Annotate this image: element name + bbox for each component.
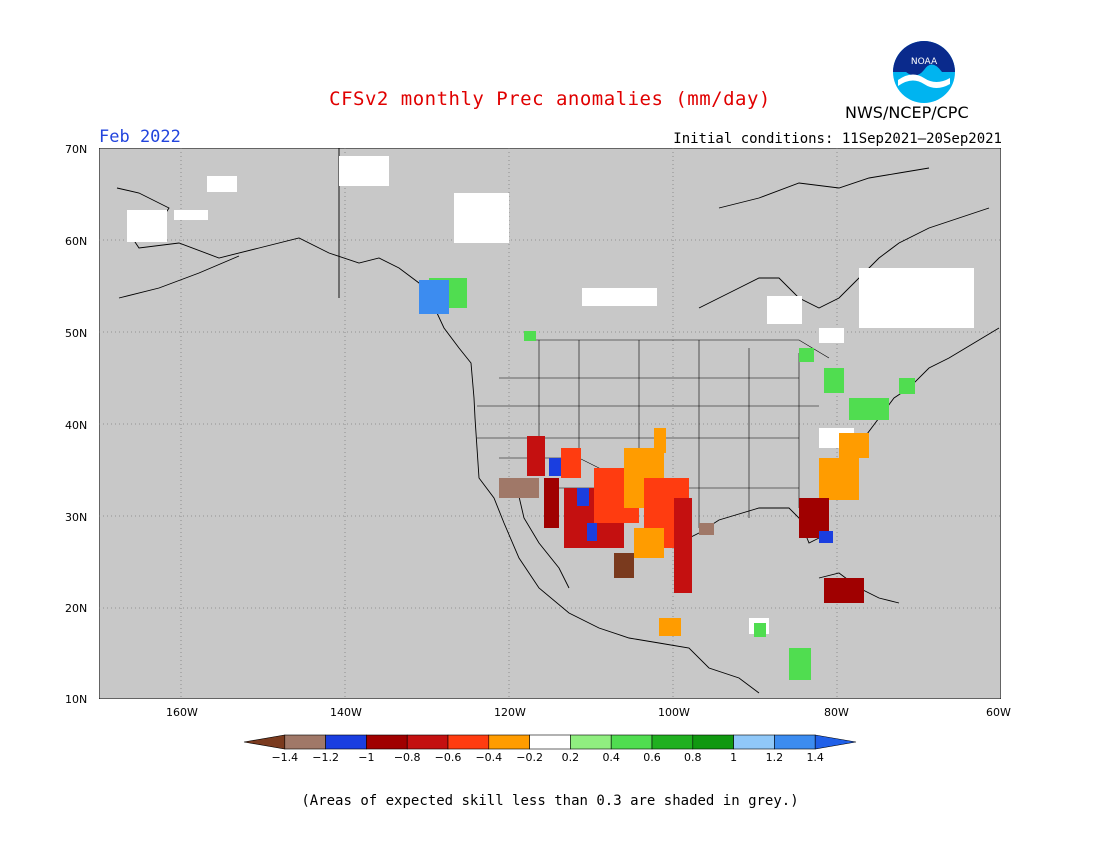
colorbar-tick-label: 1.4 bbox=[806, 751, 824, 763]
colorbar-swatch bbox=[529, 734, 571, 750]
chart-title: CFSv2 monthly Prec anomalies (mm/day) bbox=[329, 88, 771, 110]
lon-label: 80W bbox=[824, 706, 849, 719]
lat-label: 20N bbox=[65, 602, 88, 615]
noaa-logo: NOAA bbox=[893, 41, 955, 103]
lon-label: 120W bbox=[494, 706, 526, 719]
forecast-month-label: Feb 2022 bbox=[99, 127, 181, 147]
strong-positive-areas bbox=[419, 280, 449, 314]
precipitation-anomaly-map bbox=[99, 148, 1001, 699]
colorbar-swatch bbox=[447, 734, 490, 750]
lat-label: 60N bbox=[65, 235, 88, 248]
colorbar: −1.4 −1.2 −1 −0.8 −0.6 −0.4 −0.2 0.2 0.4 0.6 0.8 1 1… bbox=[243, 734, 857, 763]
lon-label: 140W bbox=[330, 706, 362, 719]
lat-label: 70N bbox=[65, 143, 88, 156]
colorbar-swatch bbox=[366, 734, 408, 750]
colorbar-tick-label: −0.4 bbox=[475, 751, 502, 763]
coastlines bbox=[116, 148, 1000, 694]
skill-footnote: (Areas of expected skill less than 0.3 a… bbox=[301, 793, 799, 809]
lon-label: 100W bbox=[658, 706, 690, 719]
map-background bbox=[99, 148, 1001, 699]
colorbar-swatch bbox=[651, 734, 694, 750]
colorbar-swatch bbox=[284, 734, 326, 750]
colorbar-swatch bbox=[570, 734, 612, 750]
lon-label: 160W bbox=[166, 706, 198, 719]
lat-label: 10N bbox=[65, 693, 88, 706]
logo-text: NOAA bbox=[911, 57, 938, 67]
colorbar-swatch bbox=[325, 734, 367, 750]
colorbar-tick-label: 0.4 bbox=[602, 751, 620, 763]
lon-label: 60W bbox=[986, 706, 1011, 719]
colorbar-swatch bbox=[610, 734, 653, 750]
colorbar-tick-label: 0.2 bbox=[562, 751, 580, 763]
colorbar-swatch bbox=[243, 734, 286, 750]
colorbar-tick-label: −0.2 bbox=[516, 751, 543, 763]
colorbar-swatch bbox=[774, 734, 816, 750]
lat-label: 50N bbox=[65, 327, 88, 340]
colorbar-tick-label: 1.2 bbox=[766, 751, 784, 763]
colorbar-swatch bbox=[406, 734, 449, 750]
colorbar-swatch bbox=[488, 734, 530, 750]
colorbar-tick-label: −1 bbox=[358, 751, 374, 763]
colorbar-tick-label: 0.8 bbox=[684, 751, 702, 763]
initial-conditions-label: Initial conditions: 11Sep2021–20Sep2021 bbox=[673, 131, 1002, 147]
lat-label: 40N bbox=[65, 419, 88, 432]
colorbar-tick-label: −1.4 bbox=[271, 751, 298, 763]
agency-label: NWS/NCEP/CPC bbox=[845, 103, 969, 122]
colorbar-tick-label: −1.2 bbox=[312, 751, 339, 763]
colorbar-tick-label: 1 bbox=[730, 751, 737, 763]
colorbar-tick-label: −0.8 bbox=[394, 751, 421, 763]
negative-anomaly-areas bbox=[499, 428, 869, 636]
lat-label: 30N bbox=[65, 511, 88, 524]
colorbar-swatch bbox=[814, 734, 857, 750]
colorbar-swatch bbox=[733, 734, 775, 750]
colorbar-tick-label: −0.6 bbox=[435, 751, 462, 763]
colorbar-swatch bbox=[692, 734, 734, 750]
colorbar-tick-label: 0.6 bbox=[643, 751, 661, 763]
